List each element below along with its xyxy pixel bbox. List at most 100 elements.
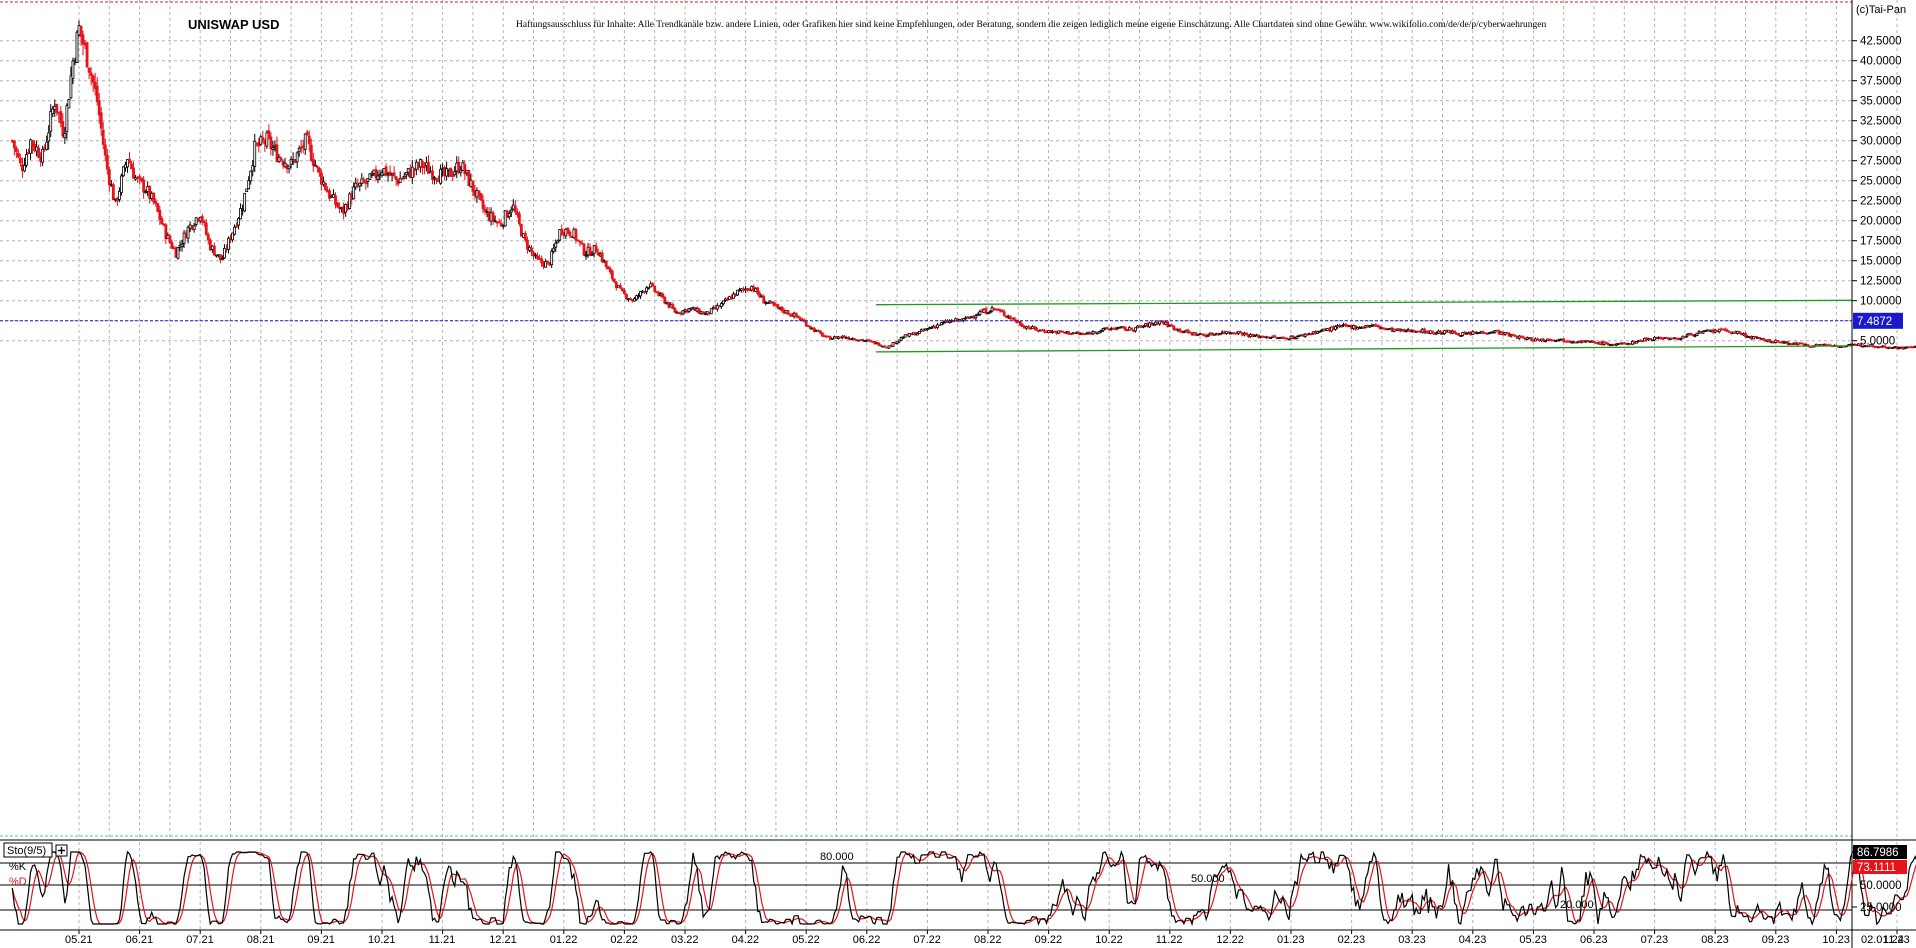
x-tick-label: 05.22 [792,934,820,946]
candle-body [202,221,206,223]
candle-body [218,254,222,261]
candle-body [1218,333,1222,336]
x-tick-label: 02.22 [610,934,638,946]
candle-body [305,131,309,136]
candle-body [530,247,533,253]
candle-body [479,193,483,200]
x-tick-label: 11.22 [1156,934,1183,946]
candle-body [247,180,251,190]
candle-body [802,319,806,323]
candle-body [37,147,40,158]
stochastic-d-value: 73.1111 [1857,862,1896,874]
candle-body [249,170,253,182]
candle-body [93,81,97,89]
candle-body [1101,327,1105,331]
candle-body [103,144,107,156]
chart-title: UNISWAP USD [188,17,280,32]
main-horizontal-grid [0,40,1852,342]
candle-body [984,308,988,314]
candle-body [95,85,99,102]
candle-body [843,335,846,339]
candle-body [1635,341,1638,344]
candle-body [392,172,396,177]
candle-body [526,240,529,250]
candle-body [491,212,495,221]
candle-body [661,293,665,298]
candle-body [1913,346,1916,348]
candle-body [709,308,713,315]
candle-body [503,210,507,227]
candle-body [546,260,550,263]
candle-body [251,165,255,172]
candle-body [1226,331,1230,334]
x-tick-label: 10.22 [1095,934,1123,946]
candle-body [756,287,760,295]
candle-body [517,213,521,224]
candle-body [1592,340,1596,344]
candle-body [639,290,642,297]
candle-body [552,247,556,252]
x-tick-label: 02.23 [1338,934,1366,946]
candle-body [47,132,51,142]
candle-body [1685,334,1689,337]
candle-body [566,227,570,234]
candle-body [558,229,562,241]
level-label-50: 50.000 [1191,873,1225,885]
candle-body [534,254,537,257]
expand-indicator-button[interactable] [55,844,68,857]
candle-body [1606,342,1610,346]
candle-body [1723,328,1727,331]
x-tick-label: 01.23 [1277,934,1305,946]
candle-body [358,182,362,187]
candle-body [1027,326,1030,329]
x-tick-label: 06.21 [126,934,154,946]
candle-body [227,237,230,250]
candle-body [152,192,156,203]
candle-body [295,152,299,163]
candle-body [297,147,301,152]
candle-body [1269,337,1273,339]
candle-body [192,225,196,230]
candle-body [942,321,945,324]
candle-body [89,72,93,76]
candle-body [31,140,34,147]
stochastic-k-value: 86.7986 [1857,847,1899,859]
candle-body [1178,328,1182,332]
candle-body [265,132,269,147]
candle-body [1762,338,1766,341]
stochastic-d-line [11,851,1916,925]
candle-body [635,295,638,300]
candle-body [364,182,368,184]
candle-body [1491,331,1495,334]
stochastic-tick-label-25: 25.0000 [1860,902,1902,914]
candle-body [71,60,75,79]
candle-body [59,111,63,124]
candle-body [1744,333,1747,338]
stochastic-d-value-tag [1853,860,1907,874]
candle-body [671,304,675,309]
candle-body [477,190,481,195]
candle-body [610,270,614,280]
candle-body [1786,341,1790,345]
candle-body [101,129,105,145]
candle-body [536,255,539,259]
candle-body [267,130,271,139]
price-tick-label: 22.5000 [1860,196,1902,208]
candle-body [483,208,487,212]
candle-body [16,152,20,158]
candle-body [1542,338,1545,342]
candle-body [208,239,212,251]
price-tick-label: 20.0000 [1860,216,1902,228]
candle-body [449,167,453,177]
candle-body [493,220,497,223]
price-tick-label: 42.5000 [1860,36,1902,48]
candle-body [319,172,323,185]
candle-body [374,169,378,179]
candle-body [582,243,586,256]
candle-body [445,168,449,177]
candle-body [568,231,572,236]
candle-body [142,179,146,193]
candle-body [400,177,404,180]
candle-body [463,164,467,175]
stochastic-tick-label-50: 50.0000 [1860,880,1902,892]
